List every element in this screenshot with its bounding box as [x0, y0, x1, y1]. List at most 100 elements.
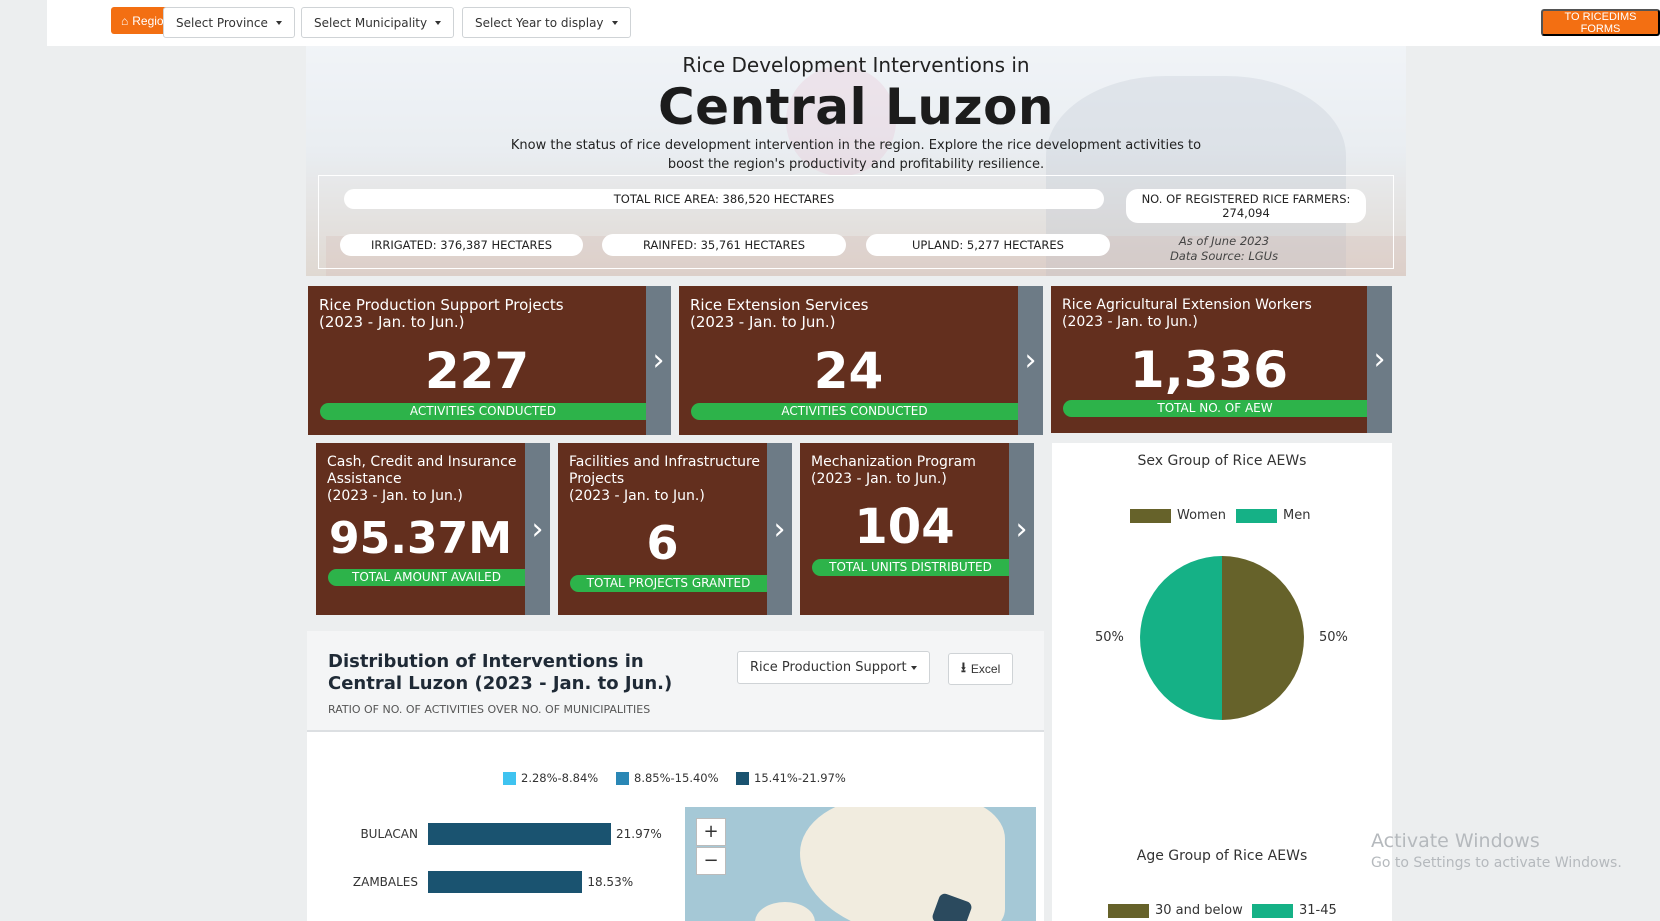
hero-title: Central Luzon — [657, 78, 1055, 136]
card-value: 227 — [424, 342, 530, 400]
card-agricultural-extension-workers[interactable]: Rice Agricultural Extension Workers (2023… — [1051, 286, 1392, 433]
caret-down-icon — [611, 20, 618, 25]
caret-down-icon — [910, 665, 917, 670]
legend-swatch — [1130, 508, 1171, 523]
select-year-label: Select Year to display — [475, 15, 604, 30]
legend-swatch — [616, 771, 629, 785]
excel-download-button[interactable]: ⭳ Excel — [948, 653, 1014, 685]
legend-30-and-below: 30 and below — [1108, 903, 1243, 918]
sex-pie-chart — [1140, 556, 1304, 720]
card-label: ACTIVITIES CONDUCTED — [320, 403, 646, 420]
chevron-right-icon[interactable]: › — [525, 443, 550, 615]
legend-label: 30 and below — [1155, 903, 1243, 918]
intervention-type-label: Rice Production Support — [750, 660, 907, 675]
card-rice-production-support[interactable]: Rice Production Support Projects (2023 - … — [308, 286, 671, 435]
card-facilities-infrastructure[interactable]: Facilities and Infrastructure Projects (20… — [558, 443, 792, 615]
chevron-right-icon[interactable]: › — [767, 443, 792, 615]
card-title: Rice Agricultural Extension Workers (2023… — [1062, 297, 1312, 330]
pie-slice-men[interactable] — [1140, 556, 1222, 720]
card-rice-extension-services[interactable]: Rice Extension Services (2023 - Jan. to J… — [679, 286, 1043, 435]
distribution-subtitle: RATIO OF NO. OF ACTIVITIES OVER NO. OF M… — [328, 703, 651, 716]
windows-watermark-text: Go to Settings to activate Windows. — [1371, 855, 1622, 871]
chevron-right-icon[interactable]: › — [646, 286, 671, 435]
hero-banner: Rice Development Interventions in Centra… — [306, 46, 1406, 276]
distribution-panel: Distribution of Interventions in Central… — [307, 631, 1044, 921]
select-province-dropdown[interactable]: Select Province — [163, 7, 295, 38]
irrigated-pill: IRRIGATED: 376,387 HECTARES — [340, 234, 583, 256]
select-province-label: Select Province — [176, 15, 268, 30]
card-title: Mechanization Program (2023 - Jan. to Jun… — [811, 454, 976, 487]
ricedims-forms-button[interactable]: TO RICEDIMS FORMS — [1541, 9, 1660, 36]
upland-pill: UPLAND: 5,277 HECTARES — [866, 234, 1110, 256]
card-title: Facilities and Infrastructure Projects (20… — [569, 454, 761, 504]
zoom-in-button[interactable]: + — [696, 818, 726, 846]
download-icon: ⭳ — [961, 659, 966, 675]
province-map[interactable]: + − — [685, 807, 1036, 921]
legend-swatch — [503, 771, 516, 785]
bar-zambales[interactable] — [428, 871, 583, 893]
top-navbar: ⌂ Regional Select Province Select Munici… — [47, 0, 1660, 46]
legend-label: 31-45 — [1299, 903, 1337, 918]
card-cash-credit-insurance[interactable]: Cash, Credit and Insurance Assistance (202… — [316, 443, 550, 615]
card-mechanization-program[interactable]: Mechanization Program (2023 - Jan. to Jun… — [800, 443, 1034, 615]
legend-label: 8.85%-15.40% — [634, 771, 719, 785]
card-label: TOTAL NO. OF AEW — [1063, 400, 1367, 417]
legend-women: Women — [1130, 508, 1226, 523]
select-municipality-dropdown[interactable]: Select Municipality — [301, 7, 455, 38]
legend-swatch — [736, 771, 749, 785]
bar-value-label: 18.53% — [587, 875, 634, 889]
registered-farmers-pill: NO. OF REGISTERED RICE FARMERS: 274,094 — [1126, 189, 1366, 223]
bar-value-label: 21.97% — [616, 827, 662, 841]
zoom-out-button[interactable]: − — [696, 847, 726, 875]
legend-label: 2.28%-8.84% — [521, 771, 599, 785]
card-value: 24 — [813, 342, 884, 400]
select-year-dropdown[interactable]: Select Year to display — [462, 7, 631, 38]
pie-slice-women[interactable] — [1222, 556, 1304, 720]
rainfed-pill: RAINFED: 35,761 HECTARES — [602, 234, 846, 256]
aew-charts-panel: Sex Group of Rice AEWs Women Men 50% 50%… — [1052, 443, 1392, 921]
data-source: Data Source: LGUs — [1169, 249, 1279, 263]
card-label: TOTAL AMOUNT AVAILED — [328, 569, 525, 586]
card-title: Rice Extension Services (2023 - Jan. to J… — [690, 296, 869, 331]
age-chart-title: Age Group of Rice AEWs — [1136, 848, 1308, 864]
legend-men: Men — [1236, 508, 1310, 523]
legend-label: Men — [1283, 508, 1311, 523]
legend-swatch — [1108, 903, 1149, 918]
caret-down-icon — [435, 20, 442, 25]
excel-label: Excel — [970, 662, 1001, 676]
bar-category-label: ZAMBALES — [352, 875, 418, 889]
card-value: 1,336 — [1129, 341, 1289, 399]
caret-down-icon — [275, 20, 282, 25]
card-title: Cash, Credit and Insurance Assistance (202… — [327, 454, 517, 504]
hero-description: Know the status of rice development inte… — [510, 138, 1202, 172]
intervention-type-dropdown[interactable]: Rice Production Support — [737, 651, 930, 684]
hero-subtitle: Rice Development Interventions in — [682, 53, 1030, 77]
chevron-right-icon[interactable]: › — [1018, 286, 1043, 435]
total-rice-area-pill: TOTAL RICE AREA: 386,520 HECTARES — [344, 189, 1104, 209]
card-title: Rice Production Support Projects (2023 - … — [319, 296, 564, 331]
legend-item-mid: 8.85%-15.40% — [616, 771, 719, 785]
legend-item-low: 2.28%-8.84% — [503, 771, 598, 785]
legend-swatch — [1236, 508, 1277, 523]
home-icon: ⌂ — [121, 13, 129, 28]
legend-label: 15.41%-21.97% — [754, 771, 846, 785]
stats-frame — [318, 175, 1394, 269]
distribution-title: Distribution of Interventions in Central… — [328, 651, 673, 694]
pie-label-men: 50% — [1095, 630, 1124, 645]
card-label: TOTAL PROJECTS GRANTED — [570, 575, 767, 592]
chevron-right-icon[interactable]: › — [1367, 286, 1392, 433]
legend-31-45: 31-45 — [1252, 903, 1337, 918]
bar-bulacan[interactable] — [428, 823, 611, 845]
windows-watermark-title: Activate Windows — [1371, 830, 1540, 852]
card-value: 95.37M — [329, 513, 512, 564]
data-source-note: As of June 2023 Data Source: LGUs — [1134, 234, 1314, 264]
map-landmass — [800, 807, 1005, 921]
legend-label: Women — [1177, 508, 1226, 523]
pie-label-women: 50% — [1319, 630, 1348, 645]
distribution-header: Distribution of Interventions in Central… — [307, 631, 1044, 732]
legend-item-high: 15.41%-21.97% — [736, 771, 846, 785]
sex-chart-title: Sex Group of Rice AEWs — [1137, 453, 1307, 469]
card-value: 104 — [854, 499, 955, 555]
chevron-right-icon[interactable]: › — [1009, 443, 1034, 615]
card-value: 6 — [646, 516, 679, 570]
